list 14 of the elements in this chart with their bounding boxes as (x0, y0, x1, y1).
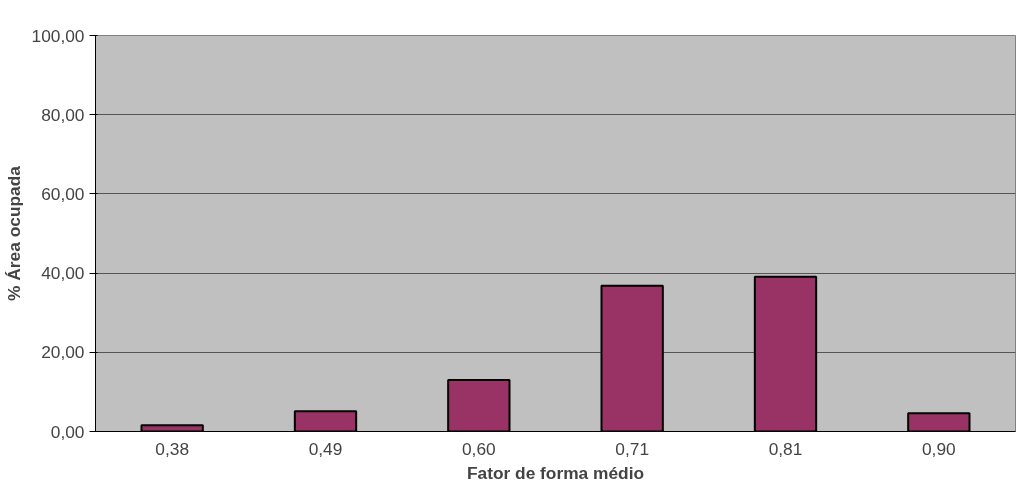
x-tick-label: 0,90 (921, 438, 956, 459)
y-tick-label: 60,00 (41, 183, 85, 204)
x-tick-label: 0,81 (768, 438, 803, 459)
y-tick-label: 80,00 (41, 104, 85, 125)
x-tick-label: 0,60 (461, 438, 496, 459)
x-tick-label: 0,49 (308, 438, 343, 459)
y-axis-title: % Área ocupada (3, 165, 24, 301)
y-tick-label: 40,00 (41, 263, 85, 284)
y-tick-label: 0,00 (50, 421, 85, 442)
x-axis-title: Fator de forma médio (466, 462, 645, 483)
x-tick-label: 0,71 (615, 438, 650, 459)
x-tick-label: 0,38 (155, 438, 190, 459)
y-tick-label: 20,00 (41, 342, 85, 363)
y-tick-label: 100,00 (31, 25, 85, 46)
